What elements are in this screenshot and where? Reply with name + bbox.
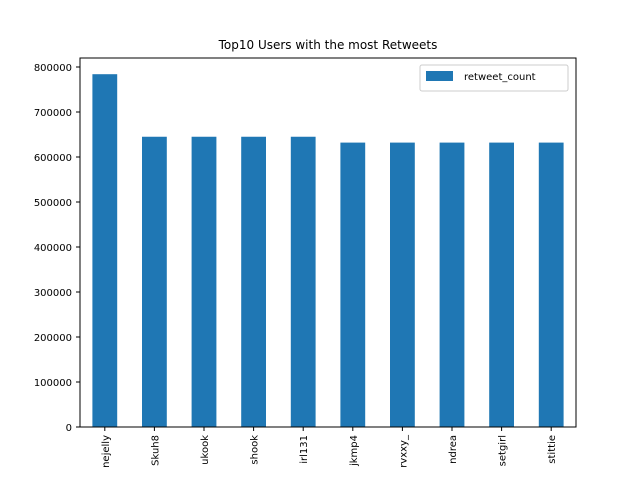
bar-ndrea [439, 142, 465, 427]
chart-title: Top10 Users with the most Retweets [218, 38, 438, 52]
plot-frame [79, 57, 577, 428]
y-tick-label: 600000 [34, 153, 72, 164]
y-tick-label: 0 [66, 423, 72, 434]
y-tick-label: 100000 [34, 378, 72, 389]
bar-shook [241, 136, 266, 427]
x-tick-label: nejelly [101, 435, 112, 468]
y-tick-label: 200000 [34, 333, 72, 344]
x-tick-label: ndrea [448, 435, 459, 464]
legend: retweet_count [419, 64, 569, 92]
x-tick-label: setgirl [498, 435, 509, 466]
x-tick-label: irl131 [299, 435, 310, 464]
legend-box [419, 64, 569, 92]
bar-stittie [538, 142, 564, 427]
x-tick-label: stittie [547, 435, 558, 464]
bar-nejelly [92, 74, 118, 427]
x-tick-label: Skuh8 [150, 435, 161, 466]
bar-jkmp4 [340, 142, 366, 427]
x-axis: nejelly Skuh8 ukook shook irl131 jkmp4 rvxxy_ n… [101, 427, 558, 468]
y-tick-label: 700000 [34, 108, 72, 119]
x-tick-label: shook [250, 435, 261, 465]
x-tick-label: ukook [200, 435, 211, 465]
legend-label: retweet_count [464, 72, 536, 83]
bar-rvxxy_ [390, 142, 415, 427]
x-tick-label: rvxxy_ [398, 434, 409, 468]
x-tick-label: jkmp4 [349, 435, 360, 467]
bar-irl131 [290, 136, 316, 427]
y-tick-label: 400000 [34, 243, 72, 254]
y-tick-label: 300000 [34, 288, 72, 299]
bar-ukook [191, 136, 217, 427]
y-tick-label: 800000 [34, 63, 72, 74]
legend-swatch [426, 71, 453, 81]
bars-group [92, 74, 564, 427]
y-tick-label: 500000 [34, 198, 72, 209]
bar-Skuh8 [142, 136, 167, 427]
y-axis: 0 100000 200000 300000 400000 500000 600000 700… [34, 63, 80, 434]
bar-setgirl [489, 142, 514, 427]
